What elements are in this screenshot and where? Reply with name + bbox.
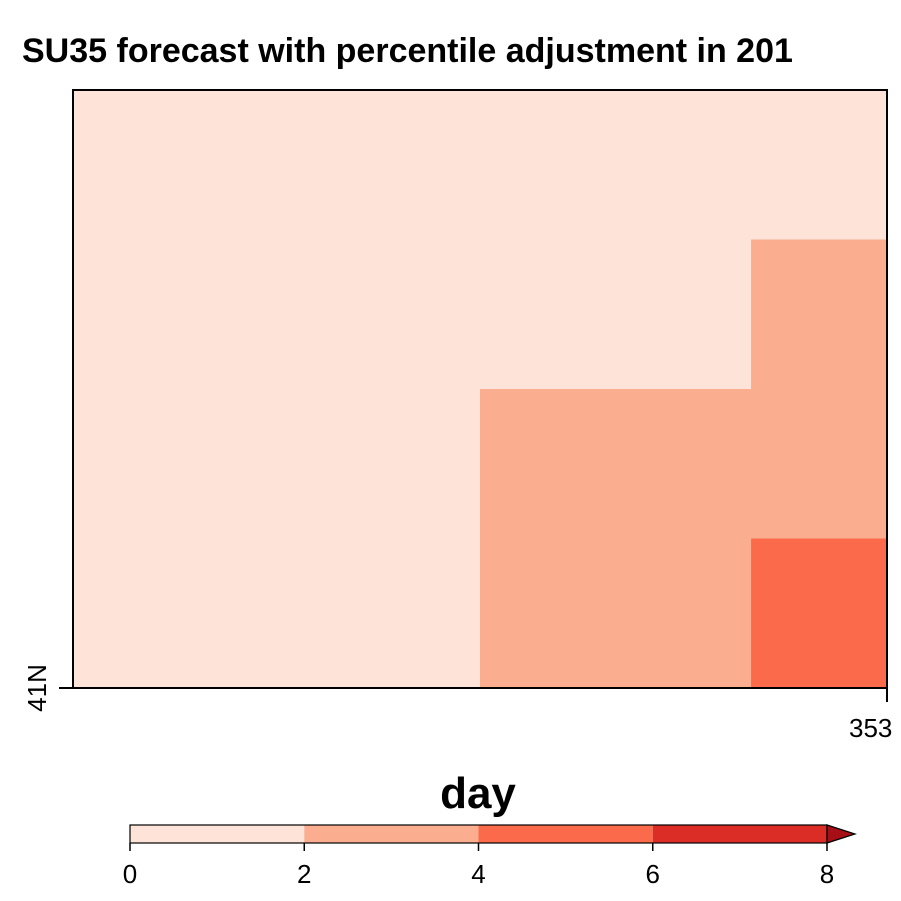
heatmap-cell xyxy=(751,538,888,689)
chart-title: SU35 forecast with percentile adjustment… xyxy=(22,32,793,70)
x-tick-label: 353 xyxy=(849,713,892,743)
colorbar-swatch xyxy=(304,825,479,843)
colorbar-tick-label: 4 xyxy=(471,859,485,889)
heatmap-cell xyxy=(480,538,752,689)
heatmap-cell xyxy=(751,90,888,241)
heatmap-cell xyxy=(480,239,752,390)
colorbar-swatch xyxy=(130,825,305,843)
heatmap-cell xyxy=(73,389,481,540)
x-axis: 353 xyxy=(849,688,892,743)
plot-frame xyxy=(72,89,888,689)
heatmap-cell xyxy=(751,239,888,390)
colorbar-tick-label: 8 xyxy=(820,859,834,889)
heatmap-cell xyxy=(480,389,752,540)
colorbar: 0 2 4 6 8 xyxy=(123,824,857,889)
heatmap-cell xyxy=(73,538,481,689)
y-tick-label: 41N xyxy=(22,664,52,712)
colorbar-tick-label: 6 xyxy=(646,859,660,889)
colorbar-swatch xyxy=(478,825,653,843)
heatmap-cell xyxy=(751,389,888,540)
heatmap-cell xyxy=(73,239,481,390)
colorbar-label: day xyxy=(440,769,516,818)
heatmap-cell xyxy=(73,90,481,241)
colorbar-extend-arrow xyxy=(826,824,857,844)
y-axis: 41N xyxy=(22,664,73,712)
colorbar-tick-label: 0 xyxy=(123,859,137,889)
colorbar-tick-label: 2 xyxy=(297,859,311,889)
heatmap-cells xyxy=(73,90,888,689)
colorbar-swatch xyxy=(652,825,827,843)
heatmap-cell xyxy=(480,90,752,241)
